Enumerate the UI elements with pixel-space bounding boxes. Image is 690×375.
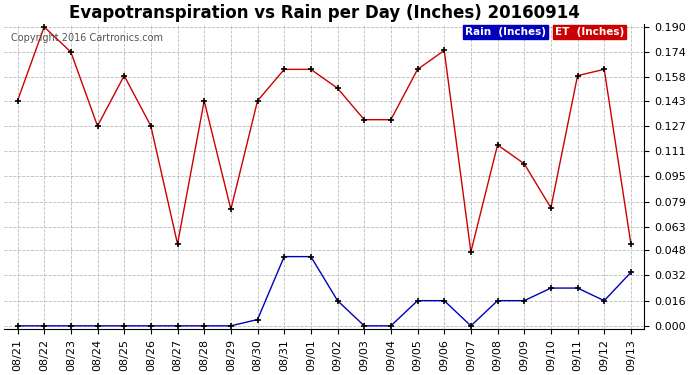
Text: Copyright 2016 Cartronics.com: Copyright 2016 Cartronics.com (10, 33, 163, 43)
Title: Evapotranspiration vs Rain per Day (Inches) 20160914: Evapotranspiration vs Rain per Day (Inch… (69, 4, 580, 22)
Text: ET  (Inches): ET (Inches) (555, 27, 624, 37)
Text: Rain  (Inches): Rain (Inches) (465, 27, 546, 37)
